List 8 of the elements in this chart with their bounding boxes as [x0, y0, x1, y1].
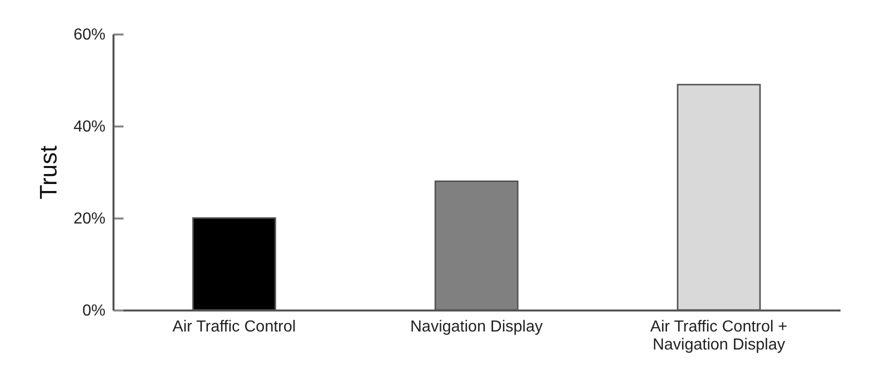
- y-tick-label: 40%: [73, 118, 106, 136]
- x-tick-label: Navigation Display: [410, 318, 543, 336]
- y-tick-label: 60%: [73, 26, 106, 44]
- x-tick-label: Air Traffic Control + Navigation Display: [650, 318, 788, 354]
- y-tick-label: 20%: [73, 210, 106, 228]
- x-tick-label: Air Traffic Control: [172, 318, 296, 336]
- y-tick-label: 0%: [82, 302, 106, 320]
- y-axis-title: Trust: [35, 145, 62, 200]
